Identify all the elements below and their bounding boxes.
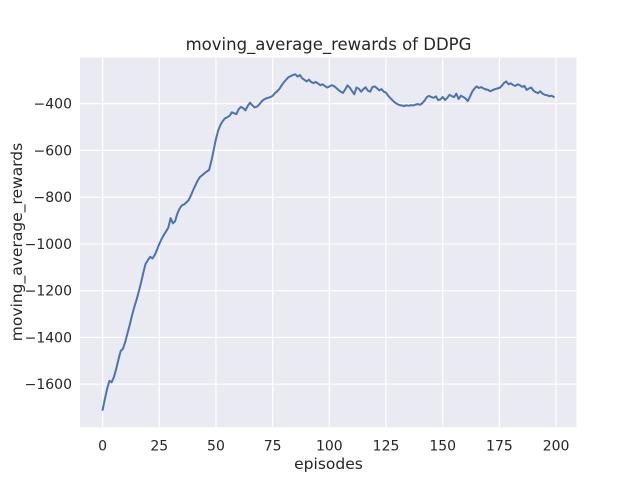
x-tick-label: 0	[98, 439, 107, 455]
y-tick-label: −1200	[25, 284, 72, 300]
x-tick-label: 200	[543, 439, 570, 455]
y-tick-label: −600	[34, 143, 72, 159]
x-tick-label: 100	[316, 439, 343, 455]
x-tick-label: 25	[150, 439, 168, 455]
y-tick-label: −800	[34, 190, 72, 206]
x-tick-label: 150	[429, 439, 456, 455]
y-axis-label: moving_average_rewards	[8, 142, 26, 342]
x-tick-label: 125	[373, 439, 400, 455]
x-tick-label: 50	[207, 439, 225, 455]
x-axis-label: episodes	[294, 455, 363, 473]
chart-title: moving_average_rewards of DDPG	[185, 35, 472, 54]
y-tick-label: −1400	[25, 330, 72, 346]
axes-background	[80, 57, 577, 428]
y-tick-label: −400	[34, 97, 72, 113]
reward-line	[101, 73, 555, 411]
x-tick-label: 75	[264, 439, 282, 455]
y-tick-label: −1600	[25, 377, 72, 393]
x-tick-label: 175	[486, 439, 513, 455]
y-tick-label: −1000	[25, 237, 72, 253]
